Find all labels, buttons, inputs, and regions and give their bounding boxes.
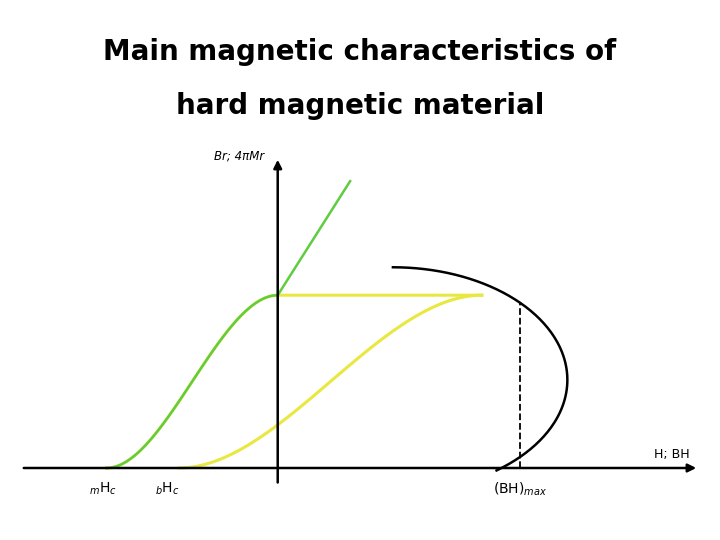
Text: $_b$H$_c$: $_b$H$_c$ bbox=[156, 481, 180, 497]
Text: hard magnetic material: hard magnetic material bbox=[176, 92, 544, 120]
Text: Main magnetic characteristics of: Main magnetic characteristics of bbox=[104, 38, 616, 66]
Text: $_m$H$_c$: $_m$H$_c$ bbox=[89, 481, 117, 497]
Text: (BH)$_{max}$: (BH)$_{max}$ bbox=[492, 481, 547, 498]
Text: H; BH: H; BH bbox=[654, 448, 689, 461]
Text: Br; 4πMr: Br; 4πMr bbox=[215, 150, 264, 163]
